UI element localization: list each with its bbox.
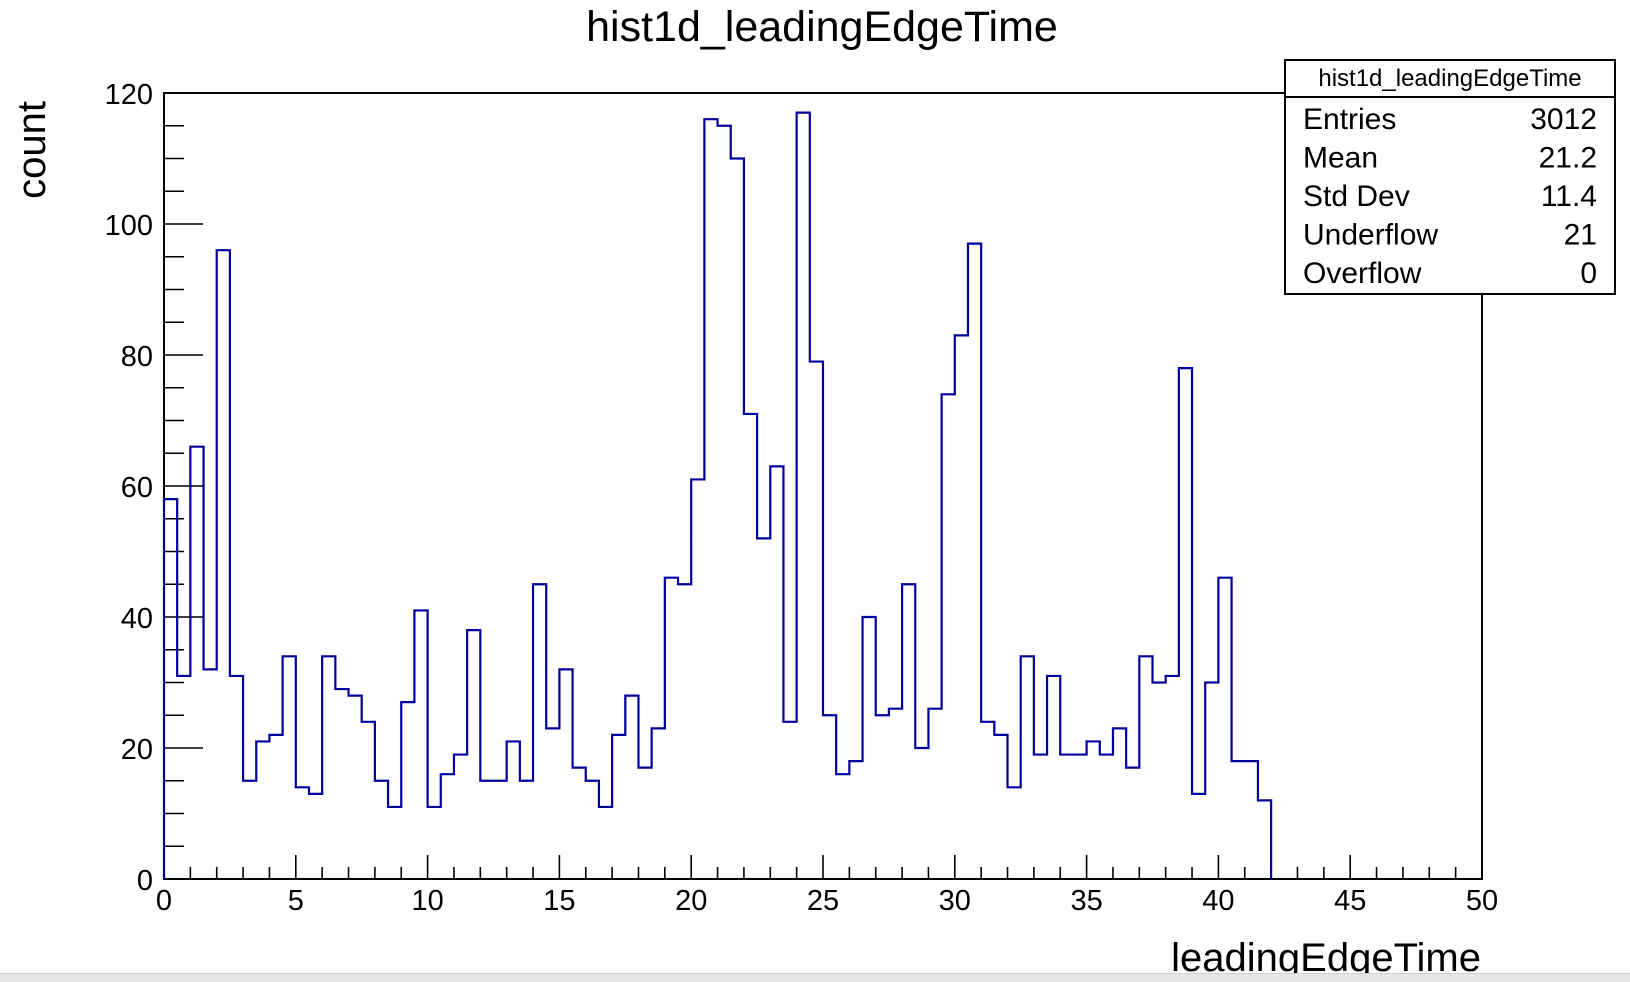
stats-label: Mean [1303,142,1378,175]
x-tick-label: 30 [939,885,971,917]
chart-title: hist1d_leadingEdgeTime [586,3,1058,51]
stats-box-frame [1284,59,1616,295]
stats-box-title: hist1d_leadingEdgeTime [1318,65,1581,92]
x-tick-label: 25 [807,885,839,917]
stats-value: 11.4 [1541,180,1597,213]
stats-label: Overflow [1303,257,1422,290]
y-tick-label: 40 [121,603,153,635]
x-tick-label: 45 [1334,885,1366,917]
y-axis-label: count [10,101,54,199]
x-tick-label: 50 [1466,885,1498,917]
stats-label: Entries [1303,103,1396,136]
stats-value: 21 [1564,219,1597,252]
x-tick-label: 20 [675,885,707,917]
x-tick-label: 40 [1202,885,1234,917]
stats-value: 21.2 [1539,142,1597,175]
y-tick-label: 60 [121,472,153,504]
stats-value: 3012 [1530,103,1597,136]
x-tick-label: 0 [156,885,172,917]
stats-label: Std Dev [1303,180,1410,213]
stats-label: Underflow [1303,219,1438,252]
stats-box: hist1d_leadingEdgeTime Entries 3012 Mean 21… [1284,59,1616,295]
x-tick-label: 5 [288,885,304,917]
y-tick-label: 20 [121,734,153,766]
x-tick-label: 35 [1070,885,1102,917]
y-tick-label: 80 [121,341,153,373]
x-tick-label: 15 [543,885,575,917]
tick-labels: 0 5 10 15 20 25 30 35 40 45 50 0 20 40 60 80 100 120 [105,79,1499,917]
histogram-line [162,111,1273,879]
y-tick-label: 100 [105,210,153,242]
stats-rows: Entries 3012 Mean 21.2 Std Dev 11.4 Underflow 2… [1303,103,1597,290]
x-axis-label: leadingEdgeTime [1171,936,1481,980]
stats-value: 0 [1580,257,1597,290]
y-tick-label: 0 [137,865,153,897]
y-tick-label: 120 [105,79,153,111]
x-tick-label: 10 [411,885,443,917]
window-bottom-edge [0,973,1630,982]
